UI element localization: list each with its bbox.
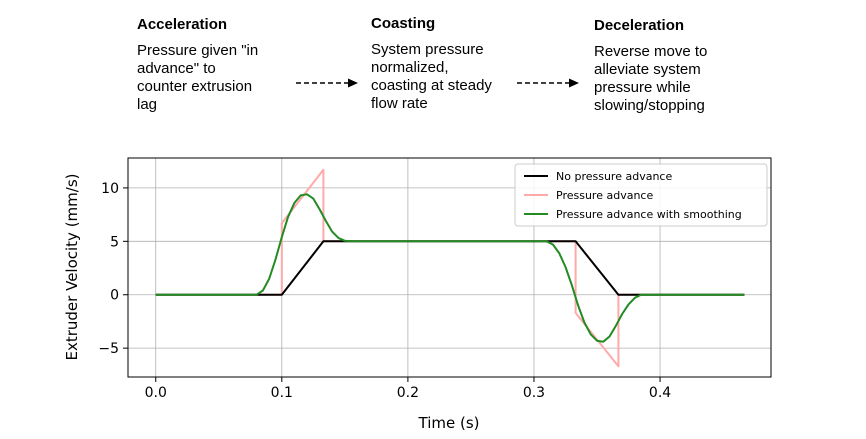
x-tick-label: 0.1 [271,385,293,401]
y-tick-label: 0 [110,288,119,304]
phase-title: Acceleration [137,16,228,33]
x-tick-label: 0.3 [523,385,545,401]
legend-box [514,163,768,227]
plot-frame [127,157,772,378]
series-lines [155,168,745,368]
y-tick-label: 5 [110,234,119,250]
x-axis-label: Time (s) [418,414,480,432]
phase-description: Pressure given "in advance" to counter e… [137,42,259,113]
legend-label: Pressure advance with smoothing [556,208,742,221]
arrow-right-icon [517,78,579,88]
phase-title: Deceleration [594,17,685,34]
x-tick-label: 0.0 [145,385,167,401]
series-line [155,240,745,296]
y-tick-label: −5 [98,341,119,357]
phase-acceleration: Acceleration Pressure given "in advance"… [137,16,258,114]
phase-description: System pressure normalized, coasting at … [371,41,492,112]
phase-title: Coasting [371,15,436,32]
phase-coasting: Coasting System pressure normalized, coa… [371,15,492,113]
y-axis-label: Extruder Velocity (mm/s) [63,173,81,360]
series-line [155,193,745,343]
x-tick-label: 0.2 [397,385,419,401]
arrow-right-icon [296,78,358,88]
y-tick-label: 10 [101,181,119,197]
axis-ticks: 0.0 0.1 0.2 0.3 0.4 −5 0 5 10 [98,181,671,401]
legend-label: No pressure advance [556,170,672,183]
phase-deceleration: Deceleration Reverse move to alleviate s… [594,17,707,115]
legend: No pressure advance Pressure advance Press… [514,163,768,227]
x-tick-label: 0.4 [649,385,671,401]
legend-label: Pressure advance [556,189,653,202]
phase-description: Reverse move to alleviate system pressur… [594,43,708,114]
